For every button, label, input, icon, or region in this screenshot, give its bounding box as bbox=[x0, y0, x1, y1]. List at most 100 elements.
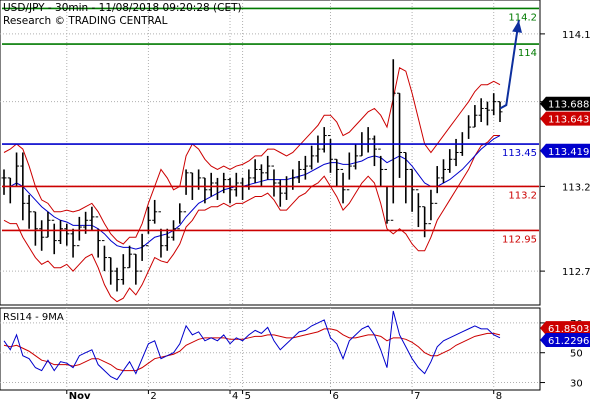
price-bar bbox=[497, 101, 503, 122]
price-bar bbox=[64, 223, 70, 246]
price-bar bbox=[208, 172, 214, 197]
price-bar bbox=[353, 144, 359, 170]
price-bar bbox=[397, 92, 403, 178]
price-bar bbox=[177, 203, 183, 230]
price-bar bbox=[133, 253, 139, 285]
price-bar bbox=[233, 172, 239, 197]
rsi-tag: 61.8503 bbox=[540, 321, 590, 336]
time-tick-label: 6 bbox=[332, 391, 338, 400]
price-bar bbox=[296, 160, 302, 183]
price-bar bbox=[1, 169, 7, 195]
rsi-tag-label: 61.8503 bbox=[548, 324, 589, 335]
price-bar bbox=[403, 152, 409, 204]
projection-arrowhead bbox=[512, 20, 523, 33]
price-bar bbox=[70, 228, 76, 258]
price-labels: 113.688 113.643 113.419 bbox=[540, 96, 590, 158]
support-resistance-levels: 114.2 114 113.45 113.2 112.95 bbox=[2, 7, 539, 245]
price-bar bbox=[139, 233, 145, 272]
price-bar bbox=[227, 177, 233, 204]
price-bar bbox=[158, 211, 164, 258]
projection-line bbox=[499, 20, 520, 110]
price-bar bbox=[271, 165, 277, 197]
price-bar bbox=[95, 216, 101, 258]
price-tag-label: 113.688 bbox=[548, 100, 589, 111]
price-bar bbox=[346, 152, 352, 191]
price-bar bbox=[384, 168, 390, 224]
level-label: 113.2 bbox=[508, 190, 537, 201]
price-bar bbox=[309, 145, 315, 170]
level-label: 114 bbox=[518, 48, 537, 59]
time-axis: Nov 2 4 5 6 7 8 bbox=[66, 390, 502, 400]
price-bar bbox=[371, 135, 377, 167]
price-bar bbox=[484, 101, 490, 126]
price-bar bbox=[334, 158, 340, 187]
price-tick-label: 112.7 bbox=[562, 267, 590, 278]
price-bar bbox=[440, 159, 446, 183]
level-label: 113.45 bbox=[502, 148, 537, 159]
price-bar bbox=[428, 189, 434, 225]
price-bar bbox=[202, 177, 208, 204]
price-bar bbox=[422, 206, 428, 238]
rsi-line bbox=[3, 310, 501, 381]
price-bar bbox=[265, 155, 271, 180]
price-tick-label: 114.1 bbox=[562, 30, 590, 41]
price-bar bbox=[76, 216, 82, 247]
rsi-tick-label: 50 bbox=[570, 349, 583, 360]
price-bar bbox=[108, 257, 114, 285]
time-tick-label: 8 bbox=[496, 391, 502, 400]
price-bar bbox=[252, 159, 258, 183]
price-bar bbox=[89, 206, 95, 231]
price-bars bbox=[1, 59, 503, 292]
rsi-lines bbox=[3, 310, 501, 381]
time-tick-label: 7 bbox=[414, 391, 420, 400]
level-label: 112.95 bbox=[502, 234, 537, 245]
price-bar bbox=[51, 219, 57, 255]
price-bar bbox=[114, 267, 120, 292]
price-bar bbox=[58, 220, 64, 244]
price-panel-frame bbox=[0, 0, 541, 306]
price-bar bbox=[415, 189, 421, 228]
price-bar bbox=[302, 155, 308, 180]
rsi-tag-label: 61.2296 bbox=[548, 336, 589, 347]
price-bar bbox=[145, 206, 151, 247]
rsi-tag: 61.2296 bbox=[540, 333, 590, 348]
price-tag-label: 113.419 bbox=[548, 147, 589, 158]
level-label: 114.2 bbox=[508, 12, 537, 23]
price-bar bbox=[277, 179, 283, 207]
bollinger-bands bbox=[3, 67, 501, 303]
price-bar bbox=[101, 240, 107, 272]
rsi-panel-frame bbox=[0, 307, 541, 391]
bollinger-lower-line bbox=[3, 135, 500, 303]
price-bar bbox=[491, 93, 497, 116]
rsi-tick-label: 30 bbox=[570, 379, 583, 390]
bollinger-upper-line bbox=[3, 67, 501, 245]
moving-average bbox=[4, 135, 501, 250]
price-bar bbox=[32, 211, 38, 246]
projection-arrow bbox=[499, 20, 523, 110]
price-bar bbox=[378, 148, 384, 187]
time-tick-label: Nov bbox=[69, 391, 91, 400]
rsi-ma-line bbox=[3, 328, 501, 372]
price-tag: 113.688 bbox=[540, 96, 590, 111]
price-bar bbox=[258, 164, 264, 187]
chart-subtitle: Research © TRADING CENTRAL bbox=[3, 15, 168, 27]
price-tag: 113.419 bbox=[540, 143, 590, 158]
price-bar bbox=[164, 228, 170, 251]
price-bar bbox=[152, 199, 158, 224]
price-tick-label: 113.2 bbox=[562, 182, 590, 193]
rsi-title: RSI14 - 9MA bbox=[3, 312, 64, 323]
price-bar bbox=[127, 245, 133, 269]
rsi-grid bbox=[0, 308, 540, 390]
price-bar bbox=[390, 59, 396, 221]
price-bar bbox=[434, 166, 440, 204]
price-bar bbox=[45, 211, 51, 238]
price-tag-label: 113.643 bbox=[548, 115, 589, 126]
price-bar bbox=[315, 135, 321, 163]
price-bar bbox=[447, 149, 453, 173]
time-tick-label: 2 bbox=[150, 391, 156, 400]
price-bar bbox=[26, 194, 32, 229]
